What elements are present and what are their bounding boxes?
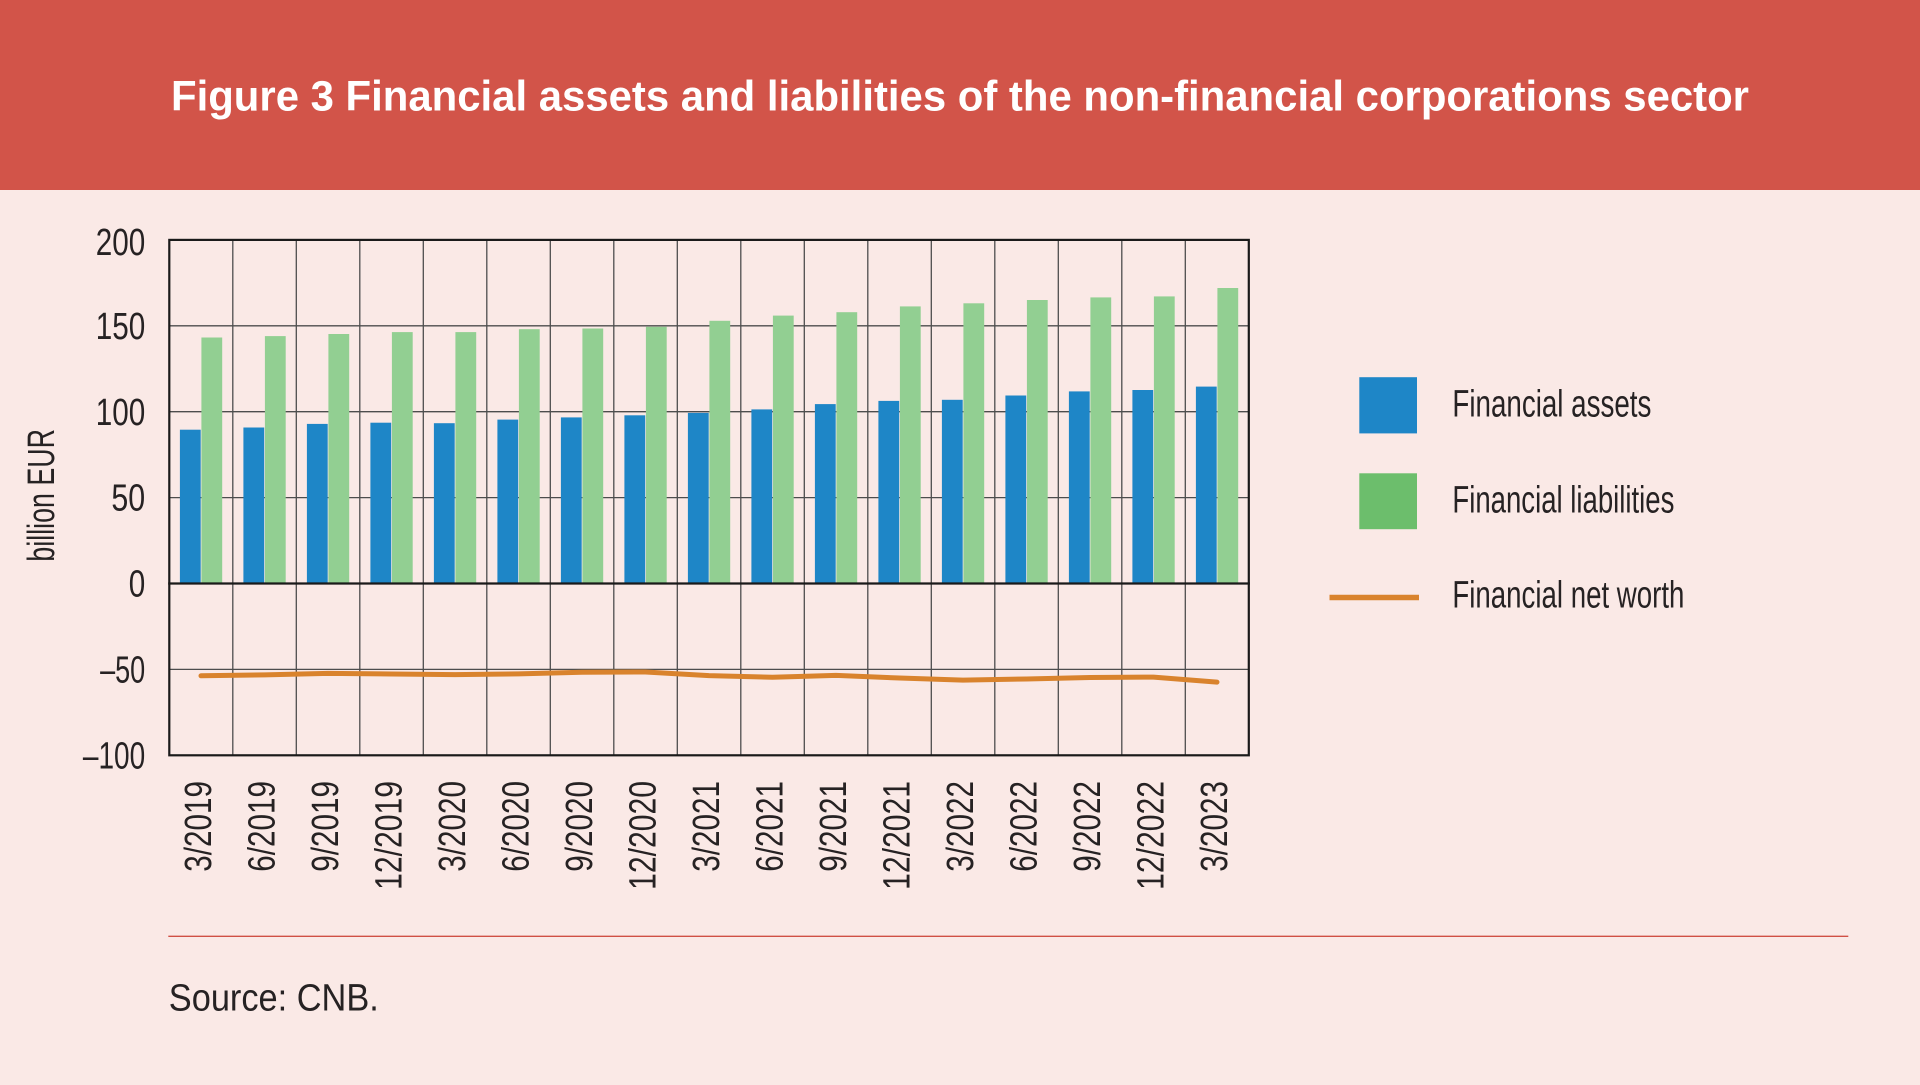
svg-text:12/2021: 12/2021 <box>877 781 919 890</box>
svg-text:Financial net worth: Financial net worth <box>1452 575 1684 617</box>
svg-text:–100: –100 <box>83 735 145 777</box>
svg-text:Source: CNB.: Source: CNB. <box>169 978 379 1020</box>
svg-text:9/2019: 9/2019 <box>305 781 347 872</box>
svg-text:200: 200 <box>96 222 146 264</box>
svg-text:9/2022: 9/2022 <box>1067 781 1109 872</box>
svg-text:3/2022: 3/2022 <box>940 781 982 872</box>
svg-text:12/2022: 12/2022 <box>1131 781 1173 890</box>
svg-text:Financial assets: Financial assets <box>1452 384 1651 426</box>
svg-text:Figure 3 Financial assets and: Figure 3 Financial assets and liabilitie… <box>171 73 1749 121</box>
svg-text:billion EUR: billion EUR <box>21 429 63 562</box>
svg-text:0: 0 <box>129 564 146 606</box>
svg-text:6/2022: 6/2022 <box>1004 781 1046 872</box>
svg-text:50: 50 <box>111 478 145 520</box>
svg-text:150: 150 <box>96 306 146 348</box>
svg-text:9/2020: 9/2020 <box>559 781 601 872</box>
svg-text:–50: –50 <box>100 650 145 692</box>
svg-text:9/2021: 9/2021 <box>813 781 855 872</box>
svg-text:3/2021: 3/2021 <box>686 781 728 872</box>
svg-text:12/2020: 12/2020 <box>623 781 665 890</box>
svg-text:3/2019: 3/2019 <box>178 781 220 872</box>
svg-text:3/2023: 3/2023 <box>1194 781 1236 872</box>
svg-text:3/2020: 3/2020 <box>432 781 474 872</box>
svg-text:12/2019: 12/2019 <box>369 781 411 890</box>
svg-text:6/2019: 6/2019 <box>242 781 284 872</box>
svg-text:100: 100 <box>96 392 146 434</box>
svg-text:Financial liabilities: Financial liabilities <box>1452 480 1674 522</box>
svg-text:6/2021: 6/2021 <box>750 781 792 872</box>
svg-text:6/2020: 6/2020 <box>496 781 538 872</box>
